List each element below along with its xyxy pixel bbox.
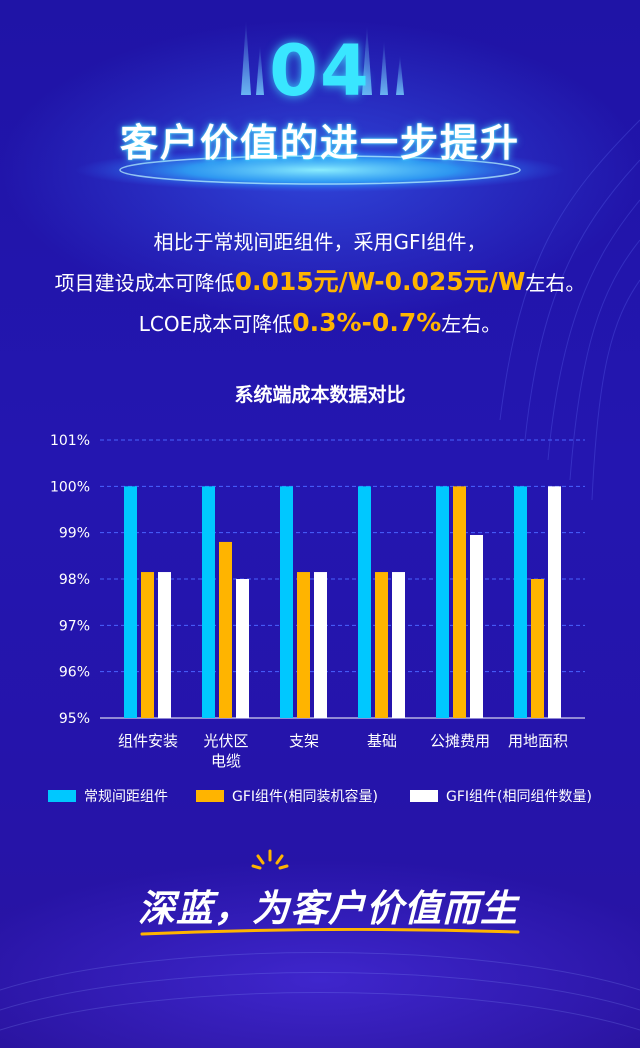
y-tick-label: 96% [59, 665, 90, 681]
legend-swatch [410, 790, 438, 802]
bar-2 [375, 572, 388, 718]
slogan-text: 深蓝，为客户价值而生 [138, 887, 518, 930]
bar-2 [297, 572, 310, 718]
chart-legend: 常规间距组件 GFI组件(相同装机容量) GFI组件(相同组件数量) [48, 786, 628, 806]
bar-2 [531, 579, 544, 718]
intro-line-2-suffix: 左右。 [525, 271, 586, 295]
x-tick-label: 电缆 [211, 752, 241, 770]
slogan-underline [140, 928, 520, 936]
intro-line-1: 相比于常规间距组件，采用GFI组件， [153, 230, 487, 254]
x-tick-label: 基础 [367, 732, 397, 750]
intro-line-2-highlight: 0.015元/W-0.025元/W [234, 267, 526, 296]
bar-1 [280, 486, 293, 718]
section-number: 04 [269, 30, 371, 112]
legend-label: 常规间距组件 [84, 789, 168, 805]
bar-1 [358, 486, 371, 718]
x-tick-label: 光伏区 [203, 732, 248, 750]
bar-1 [514, 486, 527, 718]
bar-3 [236, 579, 249, 718]
y-tick-label: 98% [59, 572, 90, 588]
y-tick-label: 97% [59, 618, 90, 634]
intro-line-3-suffix: 左右。 [441, 312, 502, 336]
legend-label: GFI组件(相同装机容量) [232, 789, 378, 805]
intro-line-2: 项目建设成本可降低0.015元/W-0.025元/W左右。 [0, 262, 640, 303]
bar-3 [548, 486, 561, 718]
x-tick-label: 用地面积 [508, 732, 568, 750]
bar-1 [124, 486, 137, 718]
bar-3 [158, 572, 171, 718]
header-light-spikes [241, 20, 404, 95]
bar-2 [219, 541, 232, 718]
legend-swatch [196, 790, 224, 802]
section-title: 客户价值的进一步提升 [119, 121, 520, 165]
y-tick-label: 95% [59, 711, 90, 727]
sparkle-icon [251, 849, 289, 870]
x-tick-label: 公摊费用 [430, 732, 490, 750]
bar-2 [453, 486, 466, 718]
legend-item: GFI组件(相同装机容量) [196, 786, 378, 806]
slogan-block: 深蓝，为客户价值而生 [120, 848, 540, 938]
legend-label: GFI组件(相同组件数量) [446, 789, 592, 805]
y-tick-label: 101% [50, 433, 90, 449]
x-tick-label: 支架 [289, 732, 319, 750]
x-tick-label: 组件安装 [118, 732, 178, 750]
title-glow-disc [75, 148, 565, 192]
legend-swatch [48, 790, 76, 802]
y-tick-label: 100% [50, 479, 90, 495]
bar-1 [436, 486, 449, 718]
chart-title: 系统端成本数据对比 [234, 384, 406, 406]
intro-text: 相比于常规间距组件，采用GFI组件， 项目建设成本可降低0.015元/W-0.0… [0, 222, 640, 344]
intro-line-3-prefix: LCOE成本可降低 [138, 312, 293, 336]
bar-3 [314, 572, 327, 718]
bar-3 [470, 534, 483, 718]
legend-item: GFI组件(相同组件数量) [410, 786, 592, 806]
bar-1 [202, 486, 215, 718]
intro-line-2-prefix: 项目建设成本可降低 [54, 271, 235, 295]
bar-2 [141, 572, 154, 718]
intro-line-3: LCOE成本可降低0.3%-0.7%左右。 [0, 303, 640, 344]
bar-3 [392, 572, 405, 718]
legend-item: 常规间距组件 [48, 786, 168, 806]
intro-line-3-highlight: 0.3%-0.7% [292, 308, 442, 337]
y-tick-label: 99% [59, 526, 90, 542]
